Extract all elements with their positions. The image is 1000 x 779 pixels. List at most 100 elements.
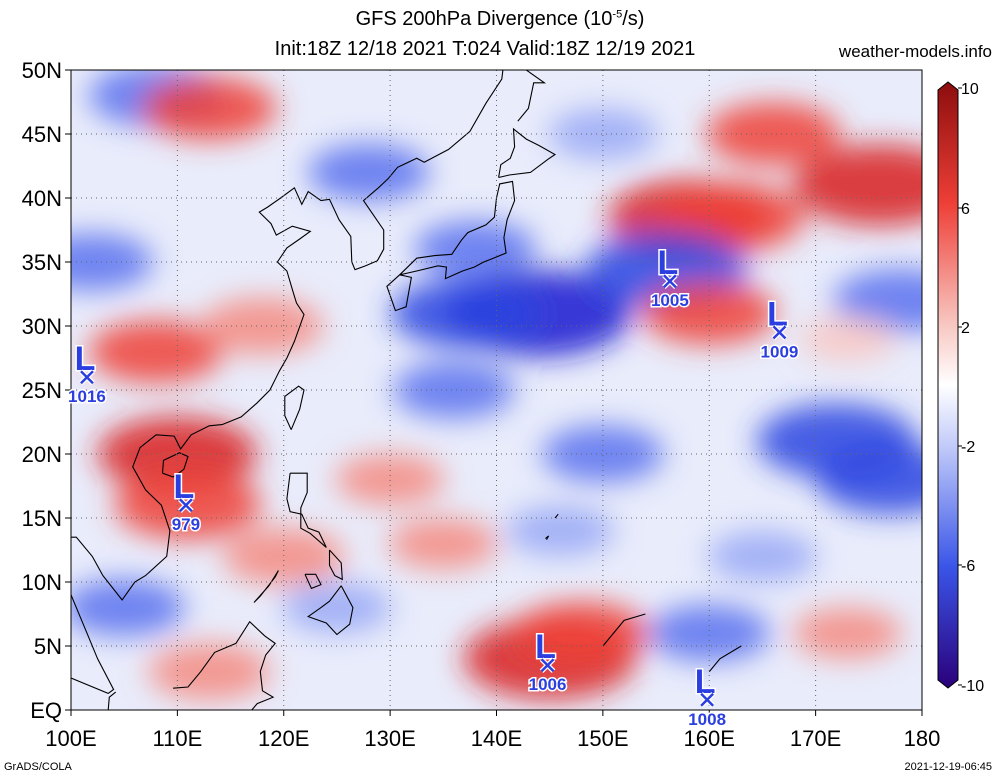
coastlines xyxy=(71,70,742,710)
coastline xyxy=(498,127,557,179)
divergence-cell xyxy=(505,505,615,557)
low-symbol: L xyxy=(695,663,716,701)
coastline xyxy=(107,691,117,710)
lon-label: 130E xyxy=(364,726,415,751)
low-pressure-markers: L 1016 L 979 L 1005 L 1009 L 1006 L 1008 xyxy=(67,243,800,731)
low-center-x-icon xyxy=(700,692,715,707)
map-subtitle: Init:18Z 12/18 2021 T:024 Valid:18Z 12/1… xyxy=(274,38,696,60)
lon-label: 110E xyxy=(153,726,203,751)
lat-label: 10N xyxy=(22,570,62,595)
colorbar-labels: 10 6 2 -2 -6 -10 xyxy=(958,81,984,695)
divergence-cell xyxy=(390,278,539,348)
coastline xyxy=(161,452,189,478)
coastline xyxy=(400,709,403,710)
title-text: GFS 200hPa Divergence (10 xyxy=(355,8,613,30)
lat-label: 30N xyxy=(22,314,62,339)
title-unit: /s) xyxy=(622,8,645,30)
site-label: weather-models.info xyxy=(838,42,992,61)
coastline xyxy=(286,472,327,548)
coastline xyxy=(304,573,322,590)
low-symbol: L xyxy=(535,628,556,666)
lat-label: 25N xyxy=(22,378,62,403)
colorbar-label: 10 xyxy=(961,81,979,98)
lat-label: 50N xyxy=(22,58,62,83)
divergence-cell xyxy=(71,233,154,291)
divergence-cell xyxy=(793,607,902,659)
divergence-cell xyxy=(648,604,771,662)
low-pressure-marker: L 979 xyxy=(170,467,201,536)
coastline xyxy=(554,513,559,519)
coastline xyxy=(386,180,516,312)
divergence-cell xyxy=(833,268,922,332)
divergence-cell xyxy=(282,582,392,634)
lat-label: 15N xyxy=(22,506,62,531)
divergence-cell xyxy=(414,220,537,278)
lon-label: 140E xyxy=(471,726,522,751)
divergence-cell xyxy=(142,76,277,140)
low-pressure-marker: L 1005 xyxy=(649,243,690,312)
colorbar-scale xyxy=(937,81,959,689)
divergence-field xyxy=(71,70,922,701)
lat-label: 35N xyxy=(22,250,62,275)
low-pressure-marker: L 1006 xyxy=(527,627,568,696)
low-symbol: L xyxy=(658,244,679,282)
lat-label: 40N xyxy=(22,186,62,211)
low-center-x-icon xyxy=(179,498,193,513)
low-symbol: L xyxy=(173,468,194,506)
lon-label: 150E xyxy=(577,726,628,751)
low-pressure-value: 1016 xyxy=(68,387,106,406)
divergence-cell xyxy=(222,527,345,585)
low-symbol: L xyxy=(75,340,96,378)
divergence-cell xyxy=(708,530,817,582)
lon-label: 120E xyxy=(258,726,309,751)
divergence-cell xyxy=(71,579,185,637)
colorbar-label: -10 xyxy=(961,678,984,695)
divergence-cell xyxy=(793,144,922,226)
divergence-cell xyxy=(514,601,649,665)
coastline xyxy=(545,535,550,541)
low-pressure-value: 979 xyxy=(172,515,200,534)
divergence-cell xyxy=(148,643,271,701)
divergence-cell xyxy=(388,518,498,570)
credit-right: 2021-12-19-06:45 xyxy=(904,761,992,773)
divergence-cell xyxy=(393,361,515,419)
longitude-labels: 100E 110E 120E 130E 140E 150E 160E 170E 180 xyxy=(45,726,940,751)
latitude-labels: 50N 45N 40N 35N 30N 25N 20N 15N 10N 5N EQ xyxy=(22,58,62,723)
low-center-x-icon xyxy=(80,370,94,385)
low-pressure-value: 1005 xyxy=(651,291,689,310)
low-pressure-marker: L 1008 xyxy=(687,661,728,730)
lat-label: EQ xyxy=(30,698,62,723)
divergence-cell xyxy=(308,143,430,201)
low-pressure-value: 1006 xyxy=(529,675,567,694)
coastline xyxy=(328,549,343,581)
low-center-x-icon xyxy=(540,658,555,673)
lon-label: 160E xyxy=(684,726,735,751)
coastline xyxy=(284,385,305,430)
lon-label: 170E xyxy=(790,726,841,751)
low-pressure-value: 1008 xyxy=(688,710,726,729)
lat-label: 5N xyxy=(34,634,62,659)
grid-lines xyxy=(71,70,922,710)
lon-label: 180 xyxy=(904,726,941,751)
lat-label: 45N xyxy=(22,122,62,147)
colorbar-label: 2 xyxy=(961,320,970,337)
low-symbol: L xyxy=(767,295,788,333)
divergence-cell xyxy=(335,454,445,506)
divergence-cell xyxy=(642,281,777,345)
axis-ticks xyxy=(65,69,923,716)
divergence-cell xyxy=(548,108,658,160)
low-pressure-marker: L 1016 xyxy=(67,339,108,408)
low-pressure-value: 1009 xyxy=(761,342,799,361)
coastline xyxy=(517,70,547,122)
low-center-x-icon xyxy=(772,325,787,340)
colorbar-label: -6 xyxy=(961,558,975,575)
colorbar: 10 6 2 -2 -6 -10 xyxy=(937,81,984,695)
divergence-cell xyxy=(201,297,324,355)
lon-label: 100E xyxy=(45,726,96,751)
coastline xyxy=(71,70,504,695)
divergence-cell xyxy=(88,320,224,384)
divergence-cell xyxy=(542,425,664,483)
divergence-cell xyxy=(799,316,896,362)
coastline xyxy=(253,570,279,603)
